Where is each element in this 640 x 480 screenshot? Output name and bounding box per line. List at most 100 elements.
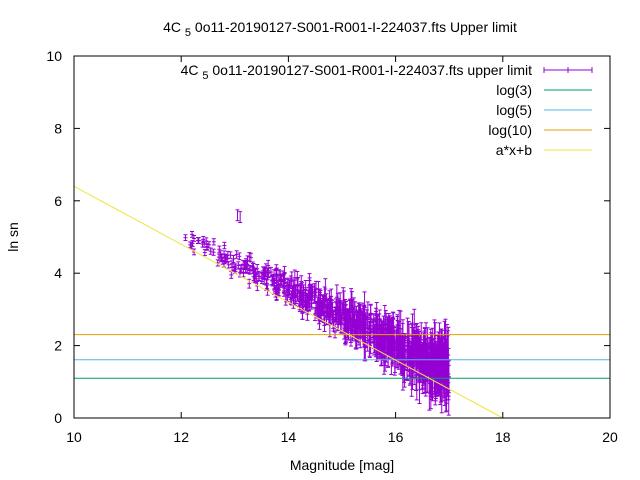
data-point <box>374 317 379 355</box>
legend-label: 4C 5 0o11-20190127-S001-R001-I-224037.ft… <box>181 62 533 82</box>
x-tick-label: 10 <box>66 429 82 445</box>
data-point <box>436 364 441 396</box>
data-point <box>438 355 443 397</box>
data-point <box>223 254 228 263</box>
data-point <box>204 243 209 251</box>
data-point <box>289 271 294 287</box>
data-point <box>313 288 318 304</box>
legend-label: log(3) <box>496 82 532 98</box>
legend-label: a*x+b <box>496 142 532 158</box>
data-point <box>295 276 300 294</box>
data-point <box>250 261 255 271</box>
data-point <box>405 317 410 364</box>
title-part: 4C <box>163 19 185 35</box>
data-point <box>238 211 243 224</box>
data-point <box>392 337 397 376</box>
threshold-lines <box>74 334 610 379</box>
data-point <box>336 298 341 325</box>
data-point <box>236 261 241 270</box>
data-point <box>288 275 293 288</box>
data-point <box>196 237 201 245</box>
data-point <box>386 316 391 341</box>
data-point <box>426 336 431 369</box>
data-point <box>281 270 286 283</box>
data-point <box>430 345 435 402</box>
data-point <box>416 333 421 375</box>
data-point <box>190 230 195 238</box>
x-axis-label: Magnitude [mag] <box>290 457 394 473</box>
legend-entry: log(10) <box>488 122 592 138</box>
data-point <box>310 285 315 298</box>
y-tick-label: 4 <box>54 265 62 281</box>
data-point <box>362 291 367 319</box>
data-point <box>444 323 449 383</box>
legend-entry: 4C 5 0o11-20190127-S001-R001-I-224037.ft… <box>181 62 593 82</box>
data-point <box>330 302 335 321</box>
data-point <box>284 287 289 303</box>
data-point <box>350 299 355 319</box>
y-tick-label: 10 <box>46 48 62 64</box>
data-point <box>343 304 348 328</box>
data-point <box>318 289 323 308</box>
data-point <box>368 304 373 323</box>
data-point <box>325 303 330 321</box>
data-point <box>294 288 299 305</box>
data-point <box>422 327 427 372</box>
data-point <box>295 270 300 287</box>
data-point <box>288 294 293 305</box>
data-point <box>386 313 391 351</box>
data-point <box>234 250 239 259</box>
data-point <box>421 353 426 383</box>
legend-label: log(10) <box>488 122 532 138</box>
legend-label: log(5) <box>496 102 532 118</box>
data-point <box>228 251 233 259</box>
data-point <box>309 289 314 310</box>
legend-entry: log(5) <box>496 102 592 118</box>
data-point <box>312 283 317 303</box>
data-point <box>346 323 351 341</box>
y-axis-label: ln sn <box>5 222 21 252</box>
data-point <box>211 248 216 256</box>
data-point <box>226 261 231 269</box>
data-point <box>190 240 195 247</box>
legend-entry: a*x+b <box>496 142 592 158</box>
y-axis: 0 2 4 6 8 10 <box>46 48 610 426</box>
x-tick-label: 12 <box>173 429 189 445</box>
legend: 4C 5 0o11-20190127-S001-R001-I-224037.ft… <box>181 62 593 158</box>
x-tick-label: 14 <box>281 429 297 445</box>
data-point <box>235 209 240 222</box>
data-point <box>440 337 445 373</box>
x-axis: 10 12 14 16 18 20 <box>66 56 618 445</box>
data-point <box>245 264 250 273</box>
title-part: 0o11-20190127-S001-R001-I-224037.fts Upp… <box>191 19 517 35</box>
data-point <box>409 349 414 397</box>
data-point <box>420 346 425 395</box>
y-tick-label: 2 <box>54 338 62 354</box>
data-point <box>367 321 372 344</box>
x-tick-label: 18 <box>495 429 511 445</box>
y-tick-label: 6 <box>54 193 62 209</box>
data-point <box>237 252 242 261</box>
data-point <box>183 234 188 242</box>
data-point <box>208 247 213 255</box>
data-point <box>341 287 346 315</box>
data-point <box>264 277 269 290</box>
data-point <box>365 319 370 352</box>
data-point <box>238 264 243 273</box>
title-subscript: 5 <box>185 27 191 39</box>
data-point <box>317 288 322 302</box>
data-point <box>277 283 282 297</box>
data-point <box>274 288 279 301</box>
data-point <box>248 265 253 275</box>
data-point <box>211 238 216 246</box>
data-point <box>372 318 377 338</box>
legend-entry: log(3) <box>496 82 592 98</box>
x-tick-label: 20 <box>602 429 618 445</box>
data-point <box>259 272 264 284</box>
data-point <box>222 241 227 250</box>
data-point <box>322 300 327 314</box>
data-point <box>377 319 382 358</box>
series-upper-limit-points <box>183 209 451 416</box>
data-point <box>204 237 209 245</box>
